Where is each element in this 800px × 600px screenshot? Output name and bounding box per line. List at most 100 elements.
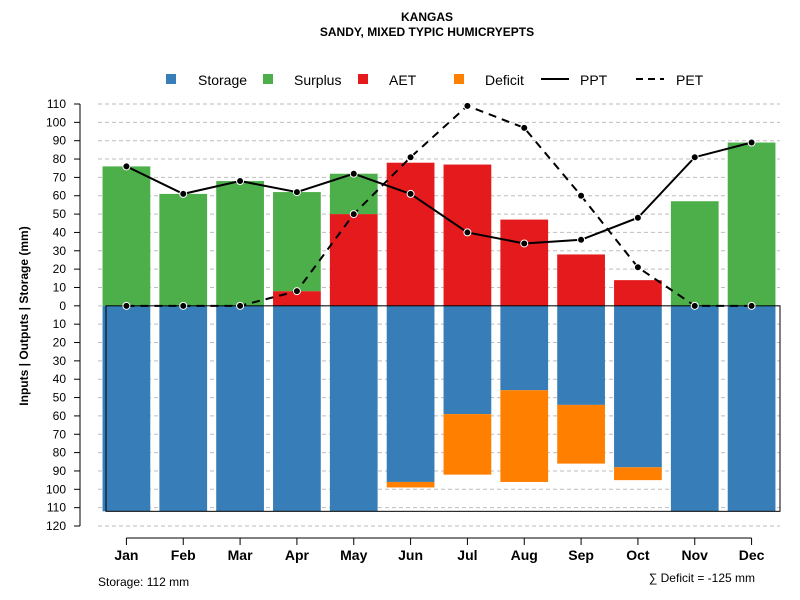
x-tick-label: Dec [739,547,765,563]
deficit-bar [443,414,492,475]
deficit-note: ∑ Deficit = -125 mm [649,571,755,585]
x-tick-label: Jun [398,547,423,563]
legend-label-pet: PET [676,72,704,88]
ppt-point [463,228,472,237]
y-tick-label: 60 [53,189,67,203]
lines-layer [122,101,756,310]
y-tick-label: 70 [53,170,67,184]
y-tick-label: 0 [59,299,66,313]
y-tick-label: 50 [53,207,67,221]
legend-label-surplus: Surplus [294,72,341,88]
aet-bar [500,219,549,306]
legend-label-ppt: PPT [580,72,608,88]
storage-bar [386,305,435,482]
legend-swatch-deficit [454,74,464,84]
chart-subtitle: SANDY, MIXED TYPIC HUMICRYEPTS [320,25,534,39]
storage-bar [329,305,378,512]
legend-label-deficit: Deficit [485,72,524,88]
storage-box [105,305,781,512]
storage-bar [216,305,264,512]
storage-bar [557,305,605,405]
y-tick-label: 90 [53,134,67,148]
legend-swatch-aet [358,74,368,84]
ppt-point [690,153,699,162]
storage-bar [500,305,549,391]
x-axis: Jan Feb Mar Apr May Jun Jul Aug Sep Oct Nov Dec [114,537,765,563]
pet-line [126,104,752,307]
x-tick-label: Nov [682,547,709,563]
x-tick-label: Jul [457,547,477,563]
pet-point [122,301,131,310]
storage-note: Storage: 112 mm [98,575,189,589]
aet-bar [614,280,662,306]
surplus-bar [159,193,208,306]
storage-bar [273,305,321,512]
pet-point [406,153,415,162]
ppt-point [747,138,756,147]
legend-label-aet: AET [389,72,417,88]
pet-point [236,301,245,310]
y-tick-label: 110 [47,501,66,515]
y-tick-label: 80 [53,446,67,460]
legend-label-storage: Storage [198,72,247,88]
ppt-point [577,235,586,244]
y-axis-label: Inputs | Outputs | Storage (mm) [17,226,31,405]
deficit-bar [557,404,605,464]
storage-bar [614,305,662,468]
y-tick-label: 10 [53,317,67,331]
surplus-bar [273,192,321,292]
storage-bar [727,305,776,512]
pet-point [690,301,699,310]
y-tick-label: 60 [53,409,67,423]
y-tick-label: 100 [46,482,66,496]
y-tick-label: 110 [47,97,66,111]
y-tick-label: 120 [46,519,66,533]
legend: Storage Surplus AET Deficit PPT PET [166,72,704,88]
pet-point [463,101,472,110]
storage-bar [102,305,151,512]
y-tick-label: 50 [53,391,67,405]
y-tick-label: 30 [53,354,67,368]
pet-point [577,191,586,200]
x-tick-label: Sep [568,547,594,563]
ppt-point [179,189,188,198]
ppt-point [236,177,245,186]
pet-point [292,287,301,296]
y-axis: 1101009080706050403020100102030405060708… [46,97,81,533]
surplus-bar [329,173,378,215]
y-tick-label: 80 [53,152,67,166]
pet-point [349,210,358,219]
x-tick-label: May [340,547,367,563]
deficit-bar [386,481,435,488]
x-tick-label: Feb [171,547,196,563]
deficit-bar [500,390,549,482]
legend-item-pet: PET [636,72,704,88]
ppt-point [520,239,529,248]
y-tick-label: 70 [53,427,67,441]
pet-point [633,263,642,272]
ppt-line [125,141,752,245]
x-tick-label: Jan [114,547,138,563]
surplus-bar [727,142,776,306]
legend-item-storage: Storage [166,72,247,88]
legend-item-surplus: Surplus [263,72,341,88]
surplus-bar [216,181,264,306]
ppt-point [122,162,131,171]
y-tick-label: 40 [53,225,67,239]
legend-swatch-storage [166,74,176,84]
legend-swatch-surplus [263,74,273,84]
aet-bar [557,254,605,306]
y-tick-label: 20 [53,262,67,276]
surplus-bar [670,201,719,306]
y-tick-label: 40 [53,372,67,386]
x-tick-label: Mar [228,547,253,563]
y-tick-label: 100 [46,115,66,129]
chart-title: KANGAS [401,10,453,24]
y-tick-label: 90 [53,464,67,478]
deficit-bar [614,467,662,481]
storage-bar [159,305,208,512]
ppt-point [349,169,358,178]
pet-point [747,301,756,310]
y-tick-label: 10 [53,280,67,294]
ppt-point [406,189,415,198]
